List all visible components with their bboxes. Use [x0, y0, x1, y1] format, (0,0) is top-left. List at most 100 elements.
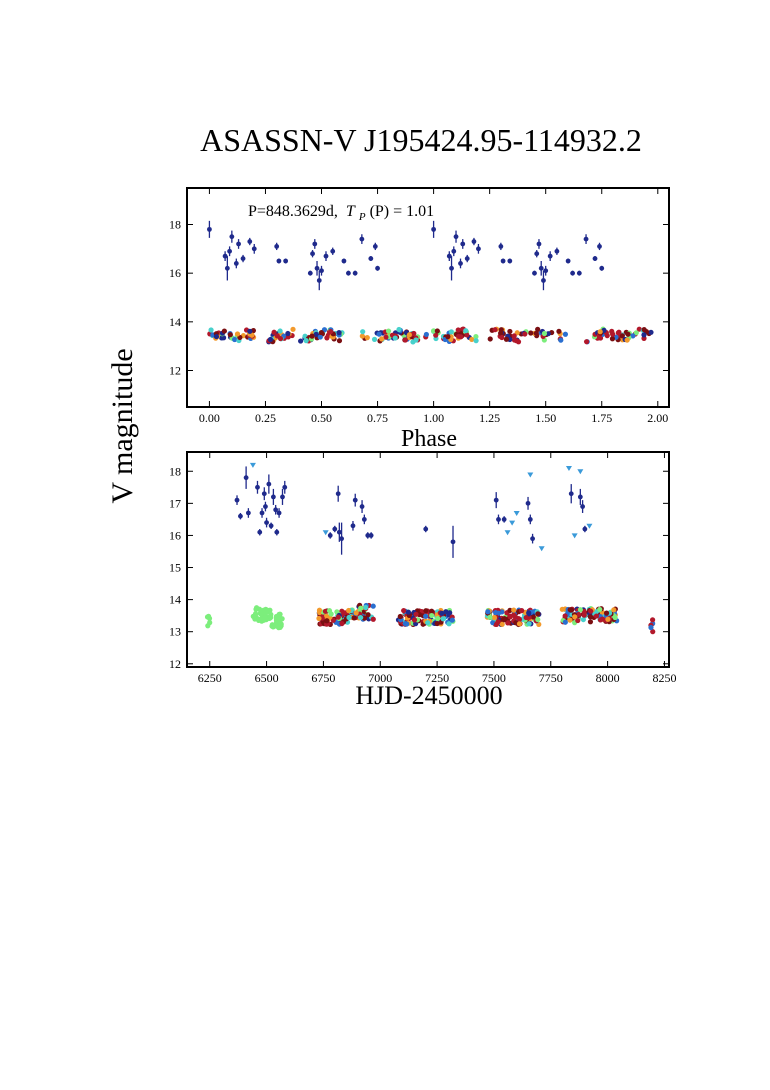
data-point: [257, 529, 263, 535]
band-point: [649, 617, 656, 623]
band-point: [206, 615, 213, 622]
band-point: [587, 614, 594, 620]
y-tick-label: 14: [169, 593, 181, 607]
data-point: [543, 268, 549, 274]
band-point: [270, 622, 276, 628]
band-point: [277, 617, 283, 623]
data-point: [554, 248, 560, 254]
band-point: [322, 608, 329, 614]
band-point: [493, 609, 499, 616]
band-point: [650, 629, 656, 635]
data-point: [532, 270, 537, 276]
data-point: [599, 265, 605, 271]
data-point: [359, 504, 365, 509]
band-point: [267, 613, 273, 620]
data-point: [233, 261, 239, 266]
band-point: [575, 617, 581, 624]
band-point: [364, 335, 370, 341]
band-point: [359, 333, 365, 339]
band-point: [611, 607, 617, 613]
band-point: [365, 612, 371, 618]
band-point: [463, 328, 469, 334]
data-point: [312, 241, 318, 247]
band-point: [363, 604, 369, 611]
x-tick-label: 0.00: [199, 411, 220, 425]
data-point: [547, 253, 553, 259]
band-point: [278, 621, 284, 627]
band-point: [556, 328, 562, 334]
band-point: [492, 327, 498, 333]
band-point: [221, 328, 227, 334]
data-point: [534, 251, 540, 257]
data-point: [368, 256, 374, 261]
band-point: [267, 607, 273, 613]
band-point: [519, 608, 525, 614]
data-point: [273, 507, 279, 513]
band-point: [434, 620, 440, 627]
data-point: [335, 491, 341, 497]
band-point: [429, 612, 435, 619]
band-point: [581, 612, 587, 618]
data-point: [372, 244, 378, 249]
band-point: [648, 329, 654, 335]
upper-limit-marker: [322, 530, 329, 536]
phase-panel: P=848.3629d, T P (P) = 1.01 0.00 0.25 0.50…: [169, 187, 670, 425]
band-point: [455, 327, 461, 333]
band-point: [558, 337, 564, 343]
band-point: [413, 611, 419, 617]
band-point: [396, 326, 402, 333]
x-tick-label: 7500: [482, 671, 506, 685]
band-point: [341, 610, 347, 616]
data-point: [251, 246, 257, 252]
y-tick-label: 15: [169, 561, 181, 575]
band-point: [273, 615, 279, 622]
band-point: [636, 326, 642, 332]
data-point: [361, 516, 367, 522]
band-point: [473, 334, 479, 340]
data-point: [507, 258, 513, 264]
x-tick-label: 0.25: [255, 411, 276, 425]
band-point: [567, 617, 573, 623]
band-point: [256, 617, 262, 623]
band-point: [593, 613, 600, 619]
band-point: [501, 617, 507, 623]
band-point: [318, 329, 324, 336]
band-point: [379, 336, 385, 342]
band-point: [562, 331, 569, 337]
band-point: [648, 624, 654, 631]
data-point: [577, 494, 583, 500]
band-point: [449, 617, 455, 623]
band-point: [316, 615, 322, 622]
data-point: [500, 258, 506, 264]
data-point: [259, 510, 265, 516]
band-point: [511, 612, 517, 618]
band-point: [392, 335, 398, 341]
data-point: [227, 248, 232, 254]
x-tick-label: 1.50: [535, 411, 556, 425]
band-point: [336, 330, 342, 336]
x-tick-label: 2.00: [647, 411, 668, 425]
band-point: [411, 617, 418, 623]
x-tick-label: 0.75: [367, 411, 388, 425]
data-point: [276, 510, 282, 516]
band-point: [597, 606, 603, 613]
data-point: [310, 251, 315, 257]
y-tick-label: 14: [169, 315, 181, 329]
data-point: [460, 241, 466, 247]
band-point: [603, 610, 610, 616]
band-point: [227, 332, 233, 338]
upper-limit-marker: [577, 469, 584, 475]
band-point: [458, 334, 464, 340]
band-point: [515, 339, 522, 345]
band-point: [439, 610, 445, 616]
band-point: [253, 605, 260, 611]
data-point: [247, 239, 253, 244]
plot-frame-time: [186, 451, 670, 668]
data-point: [263, 504, 268, 509]
data-point: [565, 258, 571, 264]
data-point: [229, 234, 235, 240]
band-point: [328, 328, 334, 335]
data-point: [582, 526, 588, 532]
y-tick-label: 16: [169, 266, 181, 280]
upper-limit-marker: [504, 530, 511, 536]
